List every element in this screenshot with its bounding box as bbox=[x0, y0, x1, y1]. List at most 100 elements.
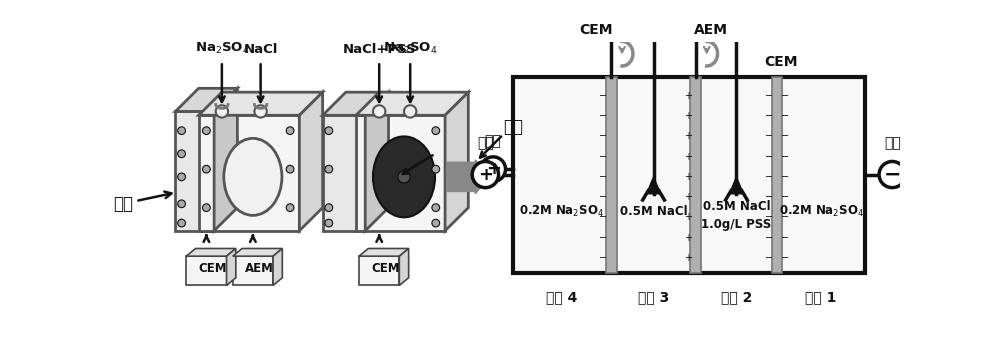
Polygon shape bbox=[647, 177, 661, 194]
Text: 阴极: 阴极 bbox=[503, 118, 523, 136]
Circle shape bbox=[325, 219, 333, 227]
Text: −: − bbox=[765, 253, 773, 263]
Circle shape bbox=[432, 204, 440, 212]
Circle shape bbox=[254, 105, 267, 118]
Circle shape bbox=[178, 200, 185, 208]
Circle shape bbox=[202, 165, 210, 173]
Text: −: − bbox=[781, 192, 789, 202]
Text: 阴极: 阴极 bbox=[884, 136, 901, 150]
Text: −: − bbox=[765, 111, 773, 121]
Text: −: − bbox=[765, 192, 773, 202]
Circle shape bbox=[286, 204, 294, 212]
Text: 隔室 3: 隔室 3 bbox=[638, 290, 669, 304]
Text: 0.5M NaCl: 0.5M NaCl bbox=[620, 205, 687, 218]
Polygon shape bbox=[729, 177, 743, 194]
Circle shape bbox=[286, 165, 294, 173]
Circle shape bbox=[178, 173, 185, 181]
Text: +: + bbox=[684, 253, 692, 263]
Text: 阳极: 阳极 bbox=[477, 136, 494, 150]
Text: −: − bbox=[599, 232, 608, 243]
Polygon shape bbox=[186, 256, 227, 285]
Circle shape bbox=[178, 219, 185, 227]
Text: −: − bbox=[599, 212, 608, 222]
Polygon shape bbox=[323, 92, 388, 115]
Bar bbox=[772, 77, 782, 273]
Text: −: − bbox=[781, 212, 789, 222]
Polygon shape bbox=[233, 249, 282, 256]
Text: −: − bbox=[781, 232, 789, 243]
Polygon shape bbox=[199, 92, 323, 115]
Circle shape bbox=[879, 161, 905, 188]
Text: CEM: CEM bbox=[764, 55, 798, 69]
Circle shape bbox=[432, 219, 440, 227]
Text: −: − bbox=[781, 172, 789, 182]
Text: NaCl+PSS: NaCl+PSS bbox=[342, 43, 416, 56]
Circle shape bbox=[216, 105, 228, 118]
Circle shape bbox=[481, 157, 506, 181]
Text: −: − bbox=[781, 131, 789, 141]
Text: NaCl: NaCl bbox=[243, 43, 278, 56]
Text: 0.2M Na$_2$SO$_4$: 0.2M Na$_2$SO$_4$ bbox=[519, 204, 604, 219]
Circle shape bbox=[398, 171, 410, 183]
FancyArrow shape bbox=[447, 160, 489, 194]
Polygon shape bbox=[445, 92, 468, 231]
Text: 1.0g/L PSS: 1.0g/L PSS bbox=[701, 218, 772, 231]
Text: −: − bbox=[765, 91, 773, 101]
Circle shape bbox=[202, 127, 210, 134]
Text: +: + bbox=[478, 166, 493, 184]
Text: −: − bbox=[765, 212, 773, 222]
Circle shape bbox=[472, 161, 499, 188]
Polygon shape bbox=[214, 88, 237, 231]
Text: 隔室 1: 隔室 1 bbox=[805, 290, 837, 304]
Text: +: + bbox=[684, 192, 692, 202]
Polygon shape bbox=[186, 249, 236, 256]
Ellipse shape bbox=[224, 138, 282, 216]
Text: −: − bbox=[599, 253, 608, 263]
Text: −: − bbox=[599, 192, 608, 202]
Text: AEM: AEM bbox=[694, 23, 728, 37]
Polygon shape bbox=[175, 111, 214, 231]
Text: +: + bbox=[684, 111, 692, 121]
Circle shape bbox=[286, 127, 294, 134]
Circle shape bbox=[325, 127, 333, 134]
Circle shape bbox=[404, 105, 416, 118]
Polygon shape bbox=[227, 249, 236, 285]
Text: −: − bbox=[781, 152, 789, 162]
Polygon shape bbox=[359, 249, 409, 256]
Text: −: − bbox=[599, 91, 608, 101]
Circle shape bbox=[432, 165, 440, 173]
Circle shape bbox=[202, 204, 210, 212]
Polygon shape bbox=[356, 92, 468, 115]
Text: 隔室 2: 隔室 2 bbox=[721, 290, 752, 304]
Text: CEM: CEM bbox=[371, 262, 400, 275]
Text: −: − bbox=[781, 111, 789, 121]
Text: 隔室 4: 隔室 4 bbox=[546, 290, 578, 304]
Text: 0.5M NaCl: 0.5M NaCl bbox=[703, 200, 770, 213]
Text: −: − bbox=[884, 165, 901, 185]
Text: 阳极: 阳极 bbox=[113, 192, 171, 213]
Polygon shape bbox=[233, 256, 273, 285]
Bar bbox=[512, 77, 865, 273]
Text: +: + bbox=[684, 152, 692, 162]
Bar bbox=[606, 77, 617, 273]
Polygon shape bbox=[323, 115, 365, 231]
Polygon shape bbox=[359, 256, 399, 285]
Text: +: + bbox=[684, 131, 692, 141]
Text: −: − bbox=[765, 172, 773, 182]
Text: CEM: CEM bbox=[198, 262, 227, 275]
Text: −: − bbox=[765, 152, 773, 162]
Polygon shape bbox=[365, 92, 388, 231]
Text: −: − bbox=[781, 91, 789, 101]
Text: AEM: AEM bbox=[245, 262, 274, 275]
Ellipse shape bbox=[373, 137, 435, 217]
Text: −: − bbox=[599, 172, 608, 182]
Text: Na$_2$SO$_4$: Na$_2$SO$_4$ bbox=[383, 41, 438, 56]
Text: −: − bbox=[599, 111, 608, 121]
Text: 0.2M Na$_2$SO$_4$: 0.2M Na$_2$SO$_4$ bbox=[779, 204, 863, 219]
Text: CEM: CEM bbox=[579, 23, 612, 37]
Circle shape bbox=[432, 127, 440, 134]
Text: +: + bbox=[684, 232, 692, 243]
Text: −: − bbox=[781, 253, 789, 263]
Bar bbox=[690, 77, 701, 273]
Circle shape bbox=[325, 204, 333, 212]
